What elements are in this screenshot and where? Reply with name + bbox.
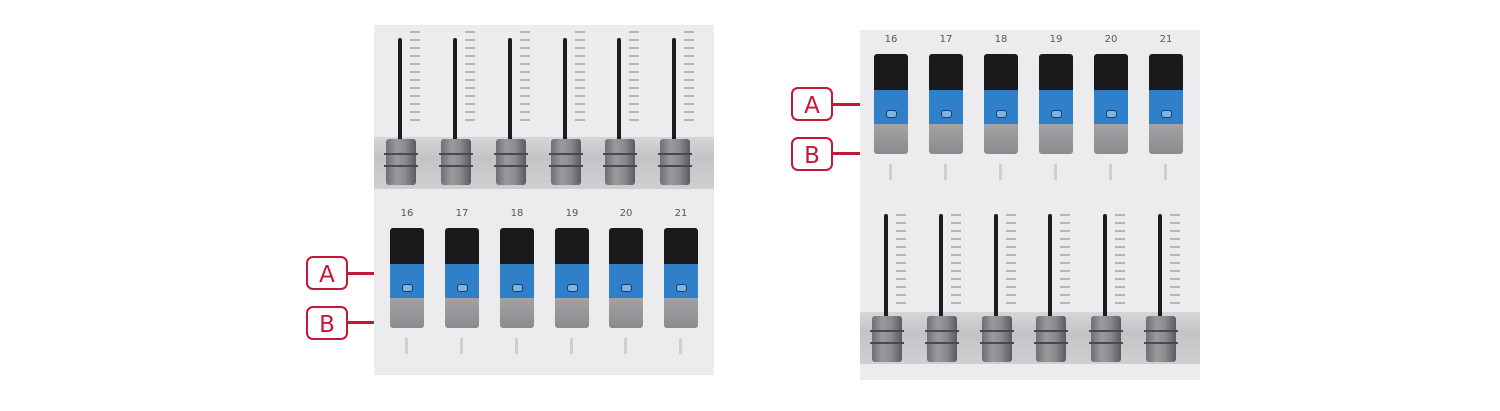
fader-strip <box>374 25 714 215</box>
callout-a: A <box>306 256 348 290</box>
channel-number: 18 <box>510 208 524 219</box>
fader-knob[interactable] <box>1144 316 1178 362</box>
fader-knob[interactable] <box>658 139 692 185</box>
channel-number: 21 <box>674 208 688 219</box>
fader-knob[interactable] <box>980 316 1014 362</box>
fader-knob[interactable] <box>870 316 904 362</box>
fader-knob[interactable] <box>1089 316 1123 362</box>
fader-knob[interactable] <box>925 316 959 362</box>
channel-number: 21 <box>1159 34 1173 45</box>
left-panel: 16 17 18 19 20 21 <box>374 25 714 375</box>
channel-number: 19 <box>1049 34 1063 45</box>
callout-a-leader <box>833 103 860 106</box>
callout-a-leader <box>348 272 374 275</box>
channel-number: 16 <box>884 34 898 45</box>
fader-knob[interactable] <box>384 139 418 185</box>
fader-knob[interactable] <box>1034 316 1068 362</box>
callout-b-leader <box>348 321 374 324</box>
channel-number: 20 <box>1104 34 1118 45</box>
fader-knob[interactable] <box>603 139 637 185</box>
channel-number: 18 <box>994 34 1008 45</box>
fader-strip <box>860 208 1200 380</box>
channel-number: 17 <box>939 34 953 45</box>
right-panel: 16 17 18 19 20 21 <box>860 30 1200 380</box>
callout-a: A <box>791 87 833 121</box>
channel-number: 16 <box>400 208 414 219</box>
fader-knob[interactable] <box>439 139 473 185</box>
callout-b: B <box>791 137 833 171</box>
fader-knob[interactable] <box>494 139 528 185</box>
channel-number: 17 <box>455 208 469 219</box>
channel-number: 20 <box>619 208 633 219</box>
callout-b: B <box>306 306 348 340</box>
channel-number: 19 <box>565 208 579 219</box>
fader-knob[interactable] <box>549 139 583 185</box>
callout-b-leader <box>833 152 860 155</box>
